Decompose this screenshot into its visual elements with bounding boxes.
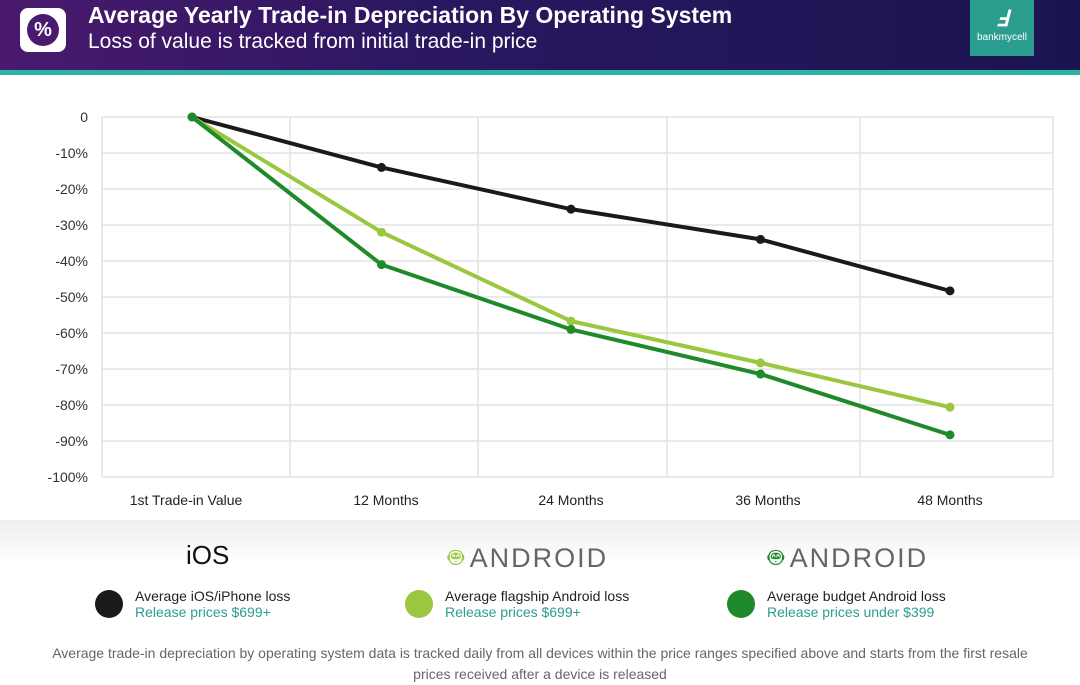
android-icon: 🤖︎: [768, 542, 784, 572]
legend-item-flagship-android: Average flagship Android loss Release pri…: [405, 588, 629, 620]
data-point: [377, 162, 386, 172]
data-point: [945, 430, 955, 440]
legend-sublabel: Release prices $699+: [135, 604, 271, 620]
y-tick-label: -10%: [55, 145, 88, 161]
y-tick-label: -70%: [55, 361, 88, 377]
y-tick-label: -30%: [55, 217, 88, 233]
y-tick-label: -90%: [55, 433, 88, 449]
series-line: [190, 115, 951, 410]
series-line: [190, 115, 951, 437]
y-tick-label: -80%: [55, 397, 88, 413]
data-point: [756, 358, 765, 368]
data-point: [566, 204, 576, 214]
legend-label: Average iOS/iPhone loss: [135, 588, 291, 604]
line-chart: 0 -10% -20% -30% -40% -50% -60% -70% -80% -90% -10…: [48, 109, 1054, 508]
chart-title: Average Yearly Trade-in Depreciation By …: [88, 2, 733, 28]
header-accent-bar: [0, 70, 1080, 75]
os-label-ios: iOS: [186, 540, 230, 570]
x-tick-label: 1st Trade-in Value: [130, 492, 243, 508]
data-point: [756, 369, 765, 379]
legend-item-ios: Average iOS/iPhone loss Release prices $6…: [95, 588, 290, 620]
y-tick-label: -50%: [55, 289, 88, 305]
percent-icon: %: [20, 8, 66, 52]
legend-item-budget-android: Average budget Android loss Release price…: [727, 588, 946, 620]
data-point: [566, 324, 576, 334]
y-tick-label: -60%: [55, 325, 88, 341]
chart-subtitle: Loss of value is tracked from initial tr…: [88, 30, 538, 53]
legend-dot: [727, 590, 755, 618]
header: [0, 0, 1080, 70]
legend-label: Average flagship Android loss: [445, 588, 630, 604]
legend-sublabel: Release prices $699+: [445, 604, 581, 620]
data-point: [756, 234, 765, 244]
y-tick-label: -20%: [55, 181, 88, 197]
x-tick-label: 24 Months: [538, 492, 603, 508]
legend-sublabel: Release prices under $399: [767, 604, 935, 620]
y-tick-label: -40%: [55, 253, 88, 269]
x-tick-label: 36 Months: [735, 492, 800, 508]
os-label-android-budget: 🤖︎ ANDROID: [768, 540, 928, 577]
y-tick-label: -100%: [48, 469, 88, 485]
data-point: [945, 402, 955, 412]
legend-dot: [405, 590, 433, 618]
os-label-android-flagship: 🤖︎ ANDROID: [448, 540, 608, 577]
legend-dot: [95, 590, 123, 618]
android-icon: 🤖︎: [448, 542, 464, 572]
legend-area: [0, 520, 1080, 630]
data-point: [377, 227, 386, 237]
x-tick-label: 12 Months: [353, 492, 418, 508]
footnote: Average trade-in depreciation by operati…: [52, 645, 1028, 682]
legend-label: Average budget Android loss: [767, 588, 946, 604]
data-point: [566, 316, 576, 326]
x-tick-label: 48 Months: [917, 492, 982, 508]
data-point: [945, 286, 955, 296]
data-point: [377, 260, 386, 270]
data-point: [187, 112, 197, 122]
y-tick-label: 0: [80, 109, 88, 125]
